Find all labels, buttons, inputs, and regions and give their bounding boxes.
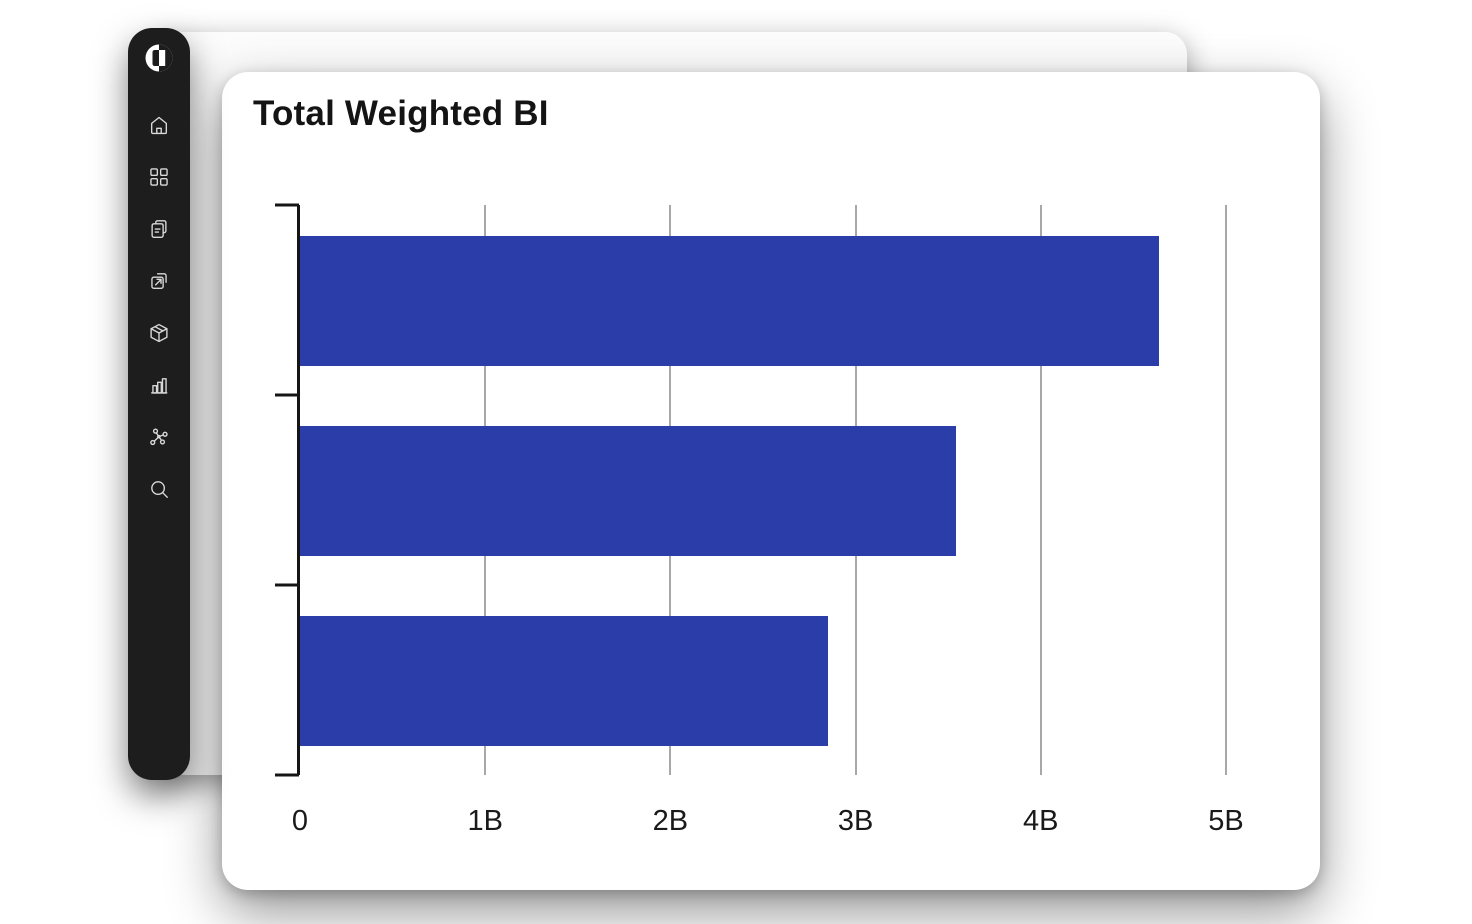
sidebar-item-share[interactable] [140,266,178,296]
grid-icon [150,168,168,186]
bar-2[interactable] [300,425,956,557]
gridline-5B [1225,205,1227,775]
chart-title: Total Weighted BI [253,94,549,133]
sidebar-item-charts[interactable] [140,370,178,400]
bar-chart-icon [150,378,168,394]
sidebar-item-network[interactable] [140,422,178,452]
gridline-4B [1039,205,1042,775]
x-axis-tick-label: 3B [837,805,874,837]
brand-logo[interactable] [141,40,177,76]
sidebar [128,28,190,780]
sidebar-item-packages[interactable] [140,318,178,348]
share-icon [151,273,167,290]
x-axis-tick-label: 4B [1023,805,1059,837]
x-axis-labels: 0 1B 2B 3B 4B 5B [292,805,1244,847]
search-icon [151,481,168,498]
y-axis-tick [275,773,299,777]
plot-area [275,203,1227,777]
bar-1[interactable] [300,235,1160,367]
documents-icon [151,220,167,238]
home-icon [150,116,168,135]
package-icon [150,323,168,343]
x-axis-tick-label: 2B [652,805,689,837]
y-axis-tick [275,203,299,207]
chart-card: Total Weighted BI 0 1B 2B 3B 4B 5B [222,72,1320,890]
network-icon [150,428,168,446]
sidebar-item-search[interactable] [140,474,178,504]
x-axis-tick-label: 0 [291,805,309,837]
sidebar-item-documents[interactable] [140,214,178,244]
y-axis-tick [275,583,299,587]
y-axis-line [297,205,300,775]
sidebar-item-home[interactable] [140,110,178,140]
y-axis-tick [275,393,299,397]
x-axis-tick-label: 1B [467,805,503,837]
x-axis-tick-label: 5B [1208,805,1244,837]
bar-3[interactable] [300,615,828,747]
sidebar-item-apps[interactable] [140,162,178,192]
